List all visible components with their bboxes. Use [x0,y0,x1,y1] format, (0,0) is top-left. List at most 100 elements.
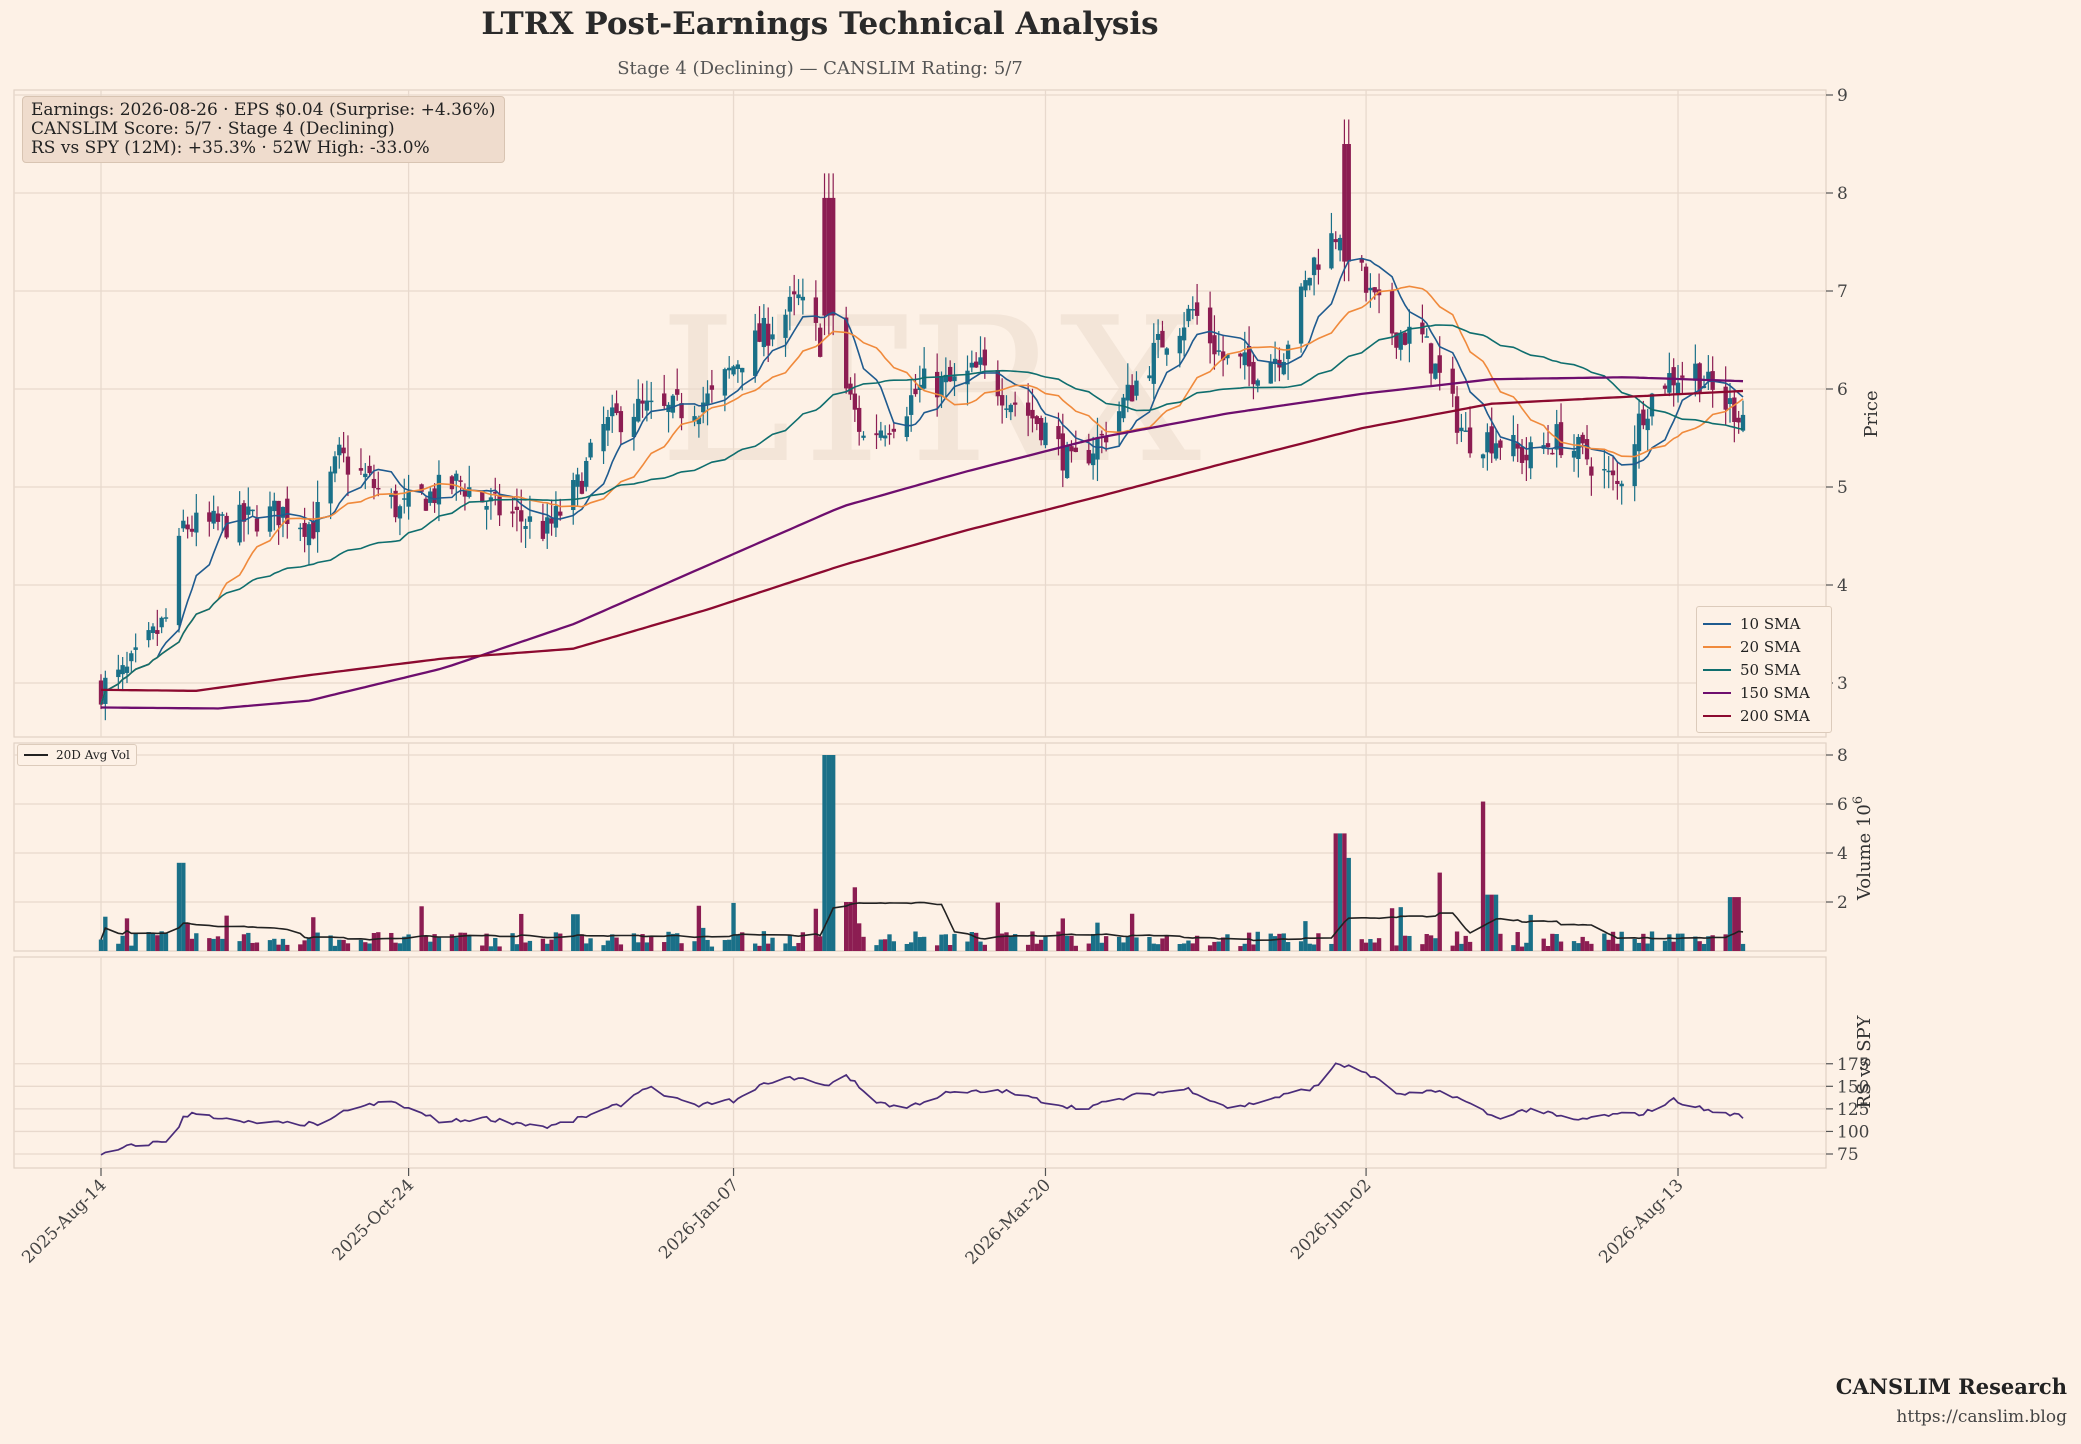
volume-bar [280,938,286,951]
volume-bar [1177,944,1182,951]
candle-body [1489,426,1494,454]
rs-y-tick-label: 75 [1837,1145,1859,1165]
volume-bar [1281,933,1286,951]
candle-body [155,630,160,634]
candle-body [575,474,580,487]
candle-body [1545,443,1551,448]
candle-body [1346,144,1351,262]
candle-body [610,407,615,417]
candle-body [1212,335,1217,355]
earnings-info-box: Earnings: 2026-08-26 · EPS $0.04 (Surpri… [22,96,505,163]
volume-bar [1701,943,1707,951]
candle-body [267,506,273,532]
candle-body [276,500,281,526]
candle-body [1459,427,1464,432]
volume-bar [1190,943,1195,951]
volume-bar [1636,942,1642,951]
candle-body [454,473,459,481]
price-y-tick-label: 5 [1837,478,1848,498]
legend-item-sma200: 200 SMA [1703,704,1825,727]
volume-bar [462,932,468,951]
sma-line-20sma [100,285,1744,705]
volume-bar [1220,937,1226,951]
candle-body [1129,385,1135,402]
volume-bar [510,933,515,951]
candle-body [1671,367,1676,386]
candle-body [1281,361,1286,375]
volume-bar [1116,936,1122,951]
volume-bar [436,937,442,951]
candle-body [181,520,186,529]
candle-body [436,474,442,505]
candle-body [1433,363,1438,379]
candle-body [783,314,788,338]
volume-bar [610,934,615,951]
candle-body [1004,408,1009,410]
candle-body [701,402,706,413]
candle-body [1736,417,1741,423]
candle-body [1550,452,1555,455]
volume-bar [1372,942,1377,951]
candle-body [891,428,897,432]
candle-body [194,512,199,533]
candle-body [298,527,303,530]
volume-bar [1454,931,1460,951]
candle-body [1680,375,1685,378]
volume-bar [1528,914,1533,951]
candle-body [831,197,836,316]
candle-body [1086,449,1091,464]
legend-swatch [1703,714,1731,717]
volume-bar [189,938,195,951]
volume-y-tick-label: 4 [1837,844,1848,864]
volume-bar [1740,943,1746,951]
candle-body [1675,382,1681,394]
candle-body [1485,432,1490,453]
volume-bar [917,937,923,951]
volume-bar [618,944,624,951]
candle-body [605,417,611,431]
volume-bar [1095,922,1100,951]
volume-bar [757,945,762,951]
candle-body [908,395,914,415]
volume-bar [701,927,706,951]
legend-item-sma150: 150 SMA [1703,681,1825,704]
candle-body [1398,333,1403,350]
candle-body [1038,418,1044,441]
volume-bar [1099,942,1104,951]
candle-body [644,400,650,411]
candle-body [1190,309,1195,311]
candle-body [670,395,676,413]
candle-body [1645,418,1650,431]
volume-bar [939,934,944,951]
candle-body [740,367,745,373]
candles-group [98,119,1746,721]
volume-bar [844,902,849,951]
candle-body [1706,371,1711,379]
volume-bar [1437,872,1442,951]
candle-body [1012,402,1018,405]
volume-bar [722,940,728,951]
volume-bar [1727,897,1733,951]
candle-body [939,376,944,397]
candle-body [934,371,940,398]
volume-bar [861,936,866,951]
volume-bar [120,935,125,951]
legend-label: 10 SMA [1740,614,1801,633]
volume-bar [1181,943,1187,951]
candle-body [480,490,485,503]
volume-bar [1298,941,1304,951]
candle-body [1181,327,1187,341]
volume-bar [328,935,333,951]
volume-bar [1368,939,1373,951]
volume-bar [458,932,463,951]
candle-body [969,362,974,368]
candle-body [1420,322,1425,335]
candle-body [549,518,554,524]
volume-bar [298,944,303,951]
volume-bar [540,938,546,951]
candle-body [120,665,125,675]
volume-bar [952,933,957,951]
candle-body [1238,353,1243,357]
legend-label: 50 SMA [1740,660,1801,679]
candle-body [376,487,381,490]
